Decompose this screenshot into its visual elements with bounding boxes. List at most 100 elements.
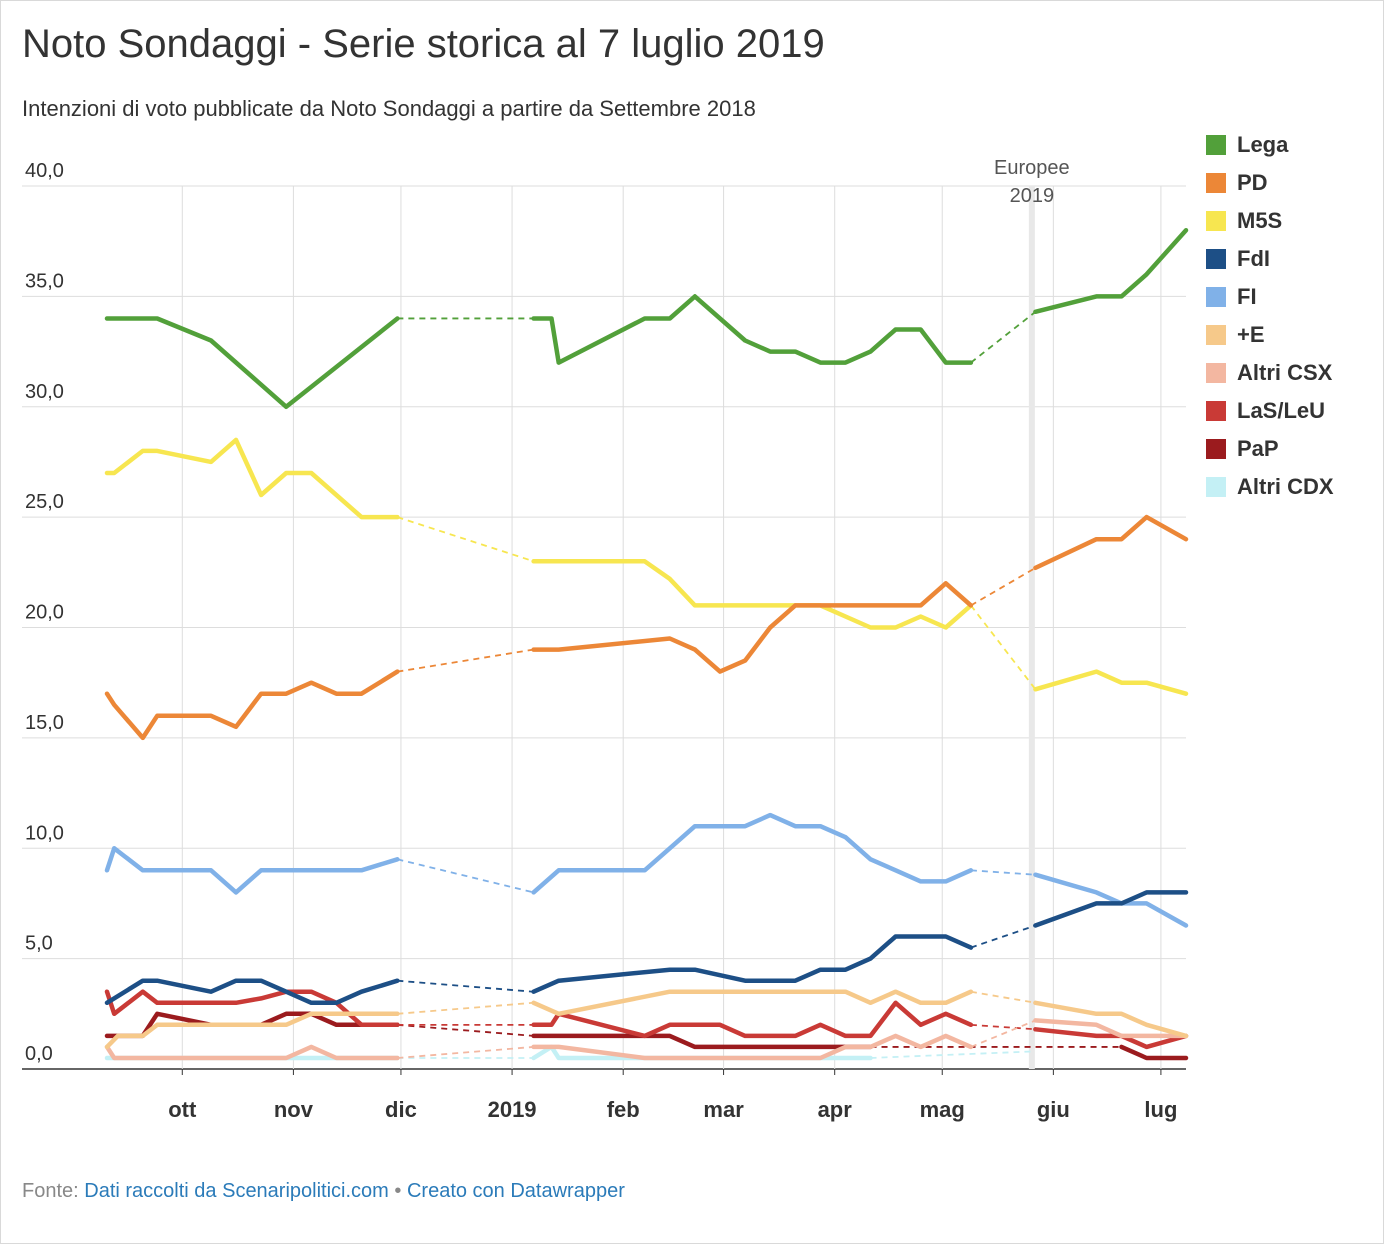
series-line-fi	[104, 846, 400, 895]
x-tick-label: feb	[607, 1097, 640, 1122]
series-fi	[104, 812, 1189, 928]
series-m5s	[104, 437, 1189, 696]
series-line-pd	[104, 669, 400, 741]
vertical-gridlines	[181, 186, 1162, 1075]
x-tick-label: mar	[703, 1097, 744, 1122]
legend: Lega PD M5S FdI FI +E Altri CSX LaS/LeU PaP Altri…	[1206, 126, 1334, 506]
legend-swatch	[1206, 363, 1226, 383]
series-line-fdi	[531, 934, 974, 994]
series-lega	[104, 227, 1189, 410]
series-line-pap	[1119, 1044, 1189, 1061]
series-gap-altri-csx	[397, 1046, 534, 1059]
x-tick-label: nov	[274, 1097, 314, 1122]
x-tick-label: dic	[385, 1097, 417, 1122]
series-line-m5s	[1033, 669, 1189, 696]
series-gap-pd	[970, 567, 1036, 607]
source-link[interactable]: Dati raccolti da Scenaripolitici.com	[84, 1180, 389, 1202]
annotation-label-line1: Europee	[994, 157, 1070, 179]
legend-swatch	[1206, 135, 1226, 155]
x-tick-label: 2019	[488, 1097, 537, 1122]
europee-band	[1028, 186, 1035, 1069]
legend-swatch	[1206, 287, 1226, 307]
series-gap-fi	[970, 869, 1036, 876]
series-gap-fdi	[970, 924, 1036, 949]
legend-swatch	[1206, 401, 1226, 421]
series-pd	[104, 514, 1189, 741]
series-line-pd	[1033, 514, 1189, 571]
annotation-label-line2: 2019	[1010, 185, 1055, 207]
footer-separator: •	[394, 1180, 402, 1202]
series-line-m5s	[531, 559, 974, 630]
legend-item-pap: PaP	[1206, 430, 1334, 468]
series-gap-altri-cdx	[870, 1050, 1036, 1059]
legend-swatch	[1206, 439, 1226, 459]
series-line-fi	[531, 812, 974, 895]
series-line-altri-csx	[1033, 1018, 1189, 1039]
series-gap-m5s	[397, 516, 534, 563]
y-tick-label: 10,0	[25, 822, 64, 844]
series-gap-fdi	[397, 979, 534, 993]
series-gap-m5s	[970, 604, 1037, 690]
series-line-altri-csx	[531, 1033, 974, 1061]
chart-subtitle: Intenzioni di voto pubblicate da Noto So…	[22, 96, 756, 121]
series-line-e	[1033, 1000, 1189, 1039]
y-tick-label: 20,0	[25, 602, 64, 624]
x-tick-label: apr	[818, 1097, 853, 1122]
legend-swatch	[1206, 477, 1226, 497]
footer: Fonte: Dati raccolti da Scenaripolitici.…	[22, 1180, 625, 1203]
series-line-m5s	[104, 437, 400, 520]
legend-label: Altri CSX	[1237, 360, 1333, 385]
legend-label: FI	[1237, 284, 1257, 309]
series-gap-pd	[397, 648, 534, 673]
legend-label: Altri CDX	[1237, 474, 1334, 499]
series-las-leu	[104, 989, 1189, 1050]
y-tick-label: 5,0	[25, 933, 53, 955]
y-tick-label: 35,0	[25, 270, 64, 292]
series-gap-las-leu	[970, 1023, 1036, 1031]
x-tick-label: ott	[168, 1097, 197, 1122]
series-lines	[104, 227, 1189, 1061]
series-gap-e	[397, 1001, 534, 1015]
legend-item-fdi: FdI	[1206, 240, 1334, 278]
legend-label: PD	[1237, 170, 1268, 195]
series-line-pd	[531, 581, 974, 674]
series-altri-csx	[104, 1018, 1189, 1061]
series-line-lega	[1033, 227, 1189, 315]
legend-item-altri-csx: Altri CSX	[1206, 354, 1334, 392]
x-tick-label: mag	[920, 1097, 965, 1122]
legend-label: FdI	[1237, 246, 1270, 271]
y-tick-label: 0,0	[25, 1043, 53, 1065]
legend-label: +E	[1237, 322, 1265, 347]
y-tick-label: 25,0	[25, 491, 64, 513]
y-tick-label: 40,0	[25, 160, 64, 182]
series-gap-pap	[397, 1023, 534, 1037]
series-line-fdi	[104, 978, 400, 1006]
series-fdi	[104, 890, 1189, 1006]
horizontal-gridlines	[22, 185, 1186, 1070]
footer-prefix: Fonte:	[22, 1180, 79, 1202]
series-line-lega	[104, 316, 400, 410]
series-pap	[104, 1011, 1189, 1061]
series-e	[104, 989, 1189, 1050]
series-line-las-leu	[104, 989, 400, 1028]
legend-item-lega: Lega	[1206, 126, 1334, 164]
made-with-link[interactable]: Creato con Datawrapper	[406, 1180, 625, 1202]
series-line-pap	[531, 1033, 873, 1050]
legend-label: M5S	[1237, 208, 1283, 233]
chart-title: Noto Sondaggi - Serie storica al 7 lugli…	[22, 22, 825, 66]
legend-item-fi: FI	[1206, 278, 1334, 316]
x-axis-labels: ott nov dic 2019 feb mar apr mag giu lug	[168, 1097, 1177, 1122]
legend-swatch	[1206, 325, 1226, 345]
y-tick-label: 15,0	[25, 712, 64, 734]
series-line-altri-csx	[104, 1044, 400, 1061]
legend-item-las-leu: LaS/LeU	[1206, 392, 1334, 430]
legend-item-e: +E	[1206, 316, 1334, 354]
x-tick-label: lug	[1144, 1097, 1177, 1122]
series-line-las-leu	[531, 1000, 974, 1039]
x-tick-label: giu	[1037, 1097, 1070, 1122]
series-line-e	[104, 1011, 400, 1050]
legend-swatch	[1206, 249, 1226, 269]
y-tick-label: 30,0	[25, 381, 64, 403]
legend-item-m5s: M5S	[1206, 202, 1334, 240]
